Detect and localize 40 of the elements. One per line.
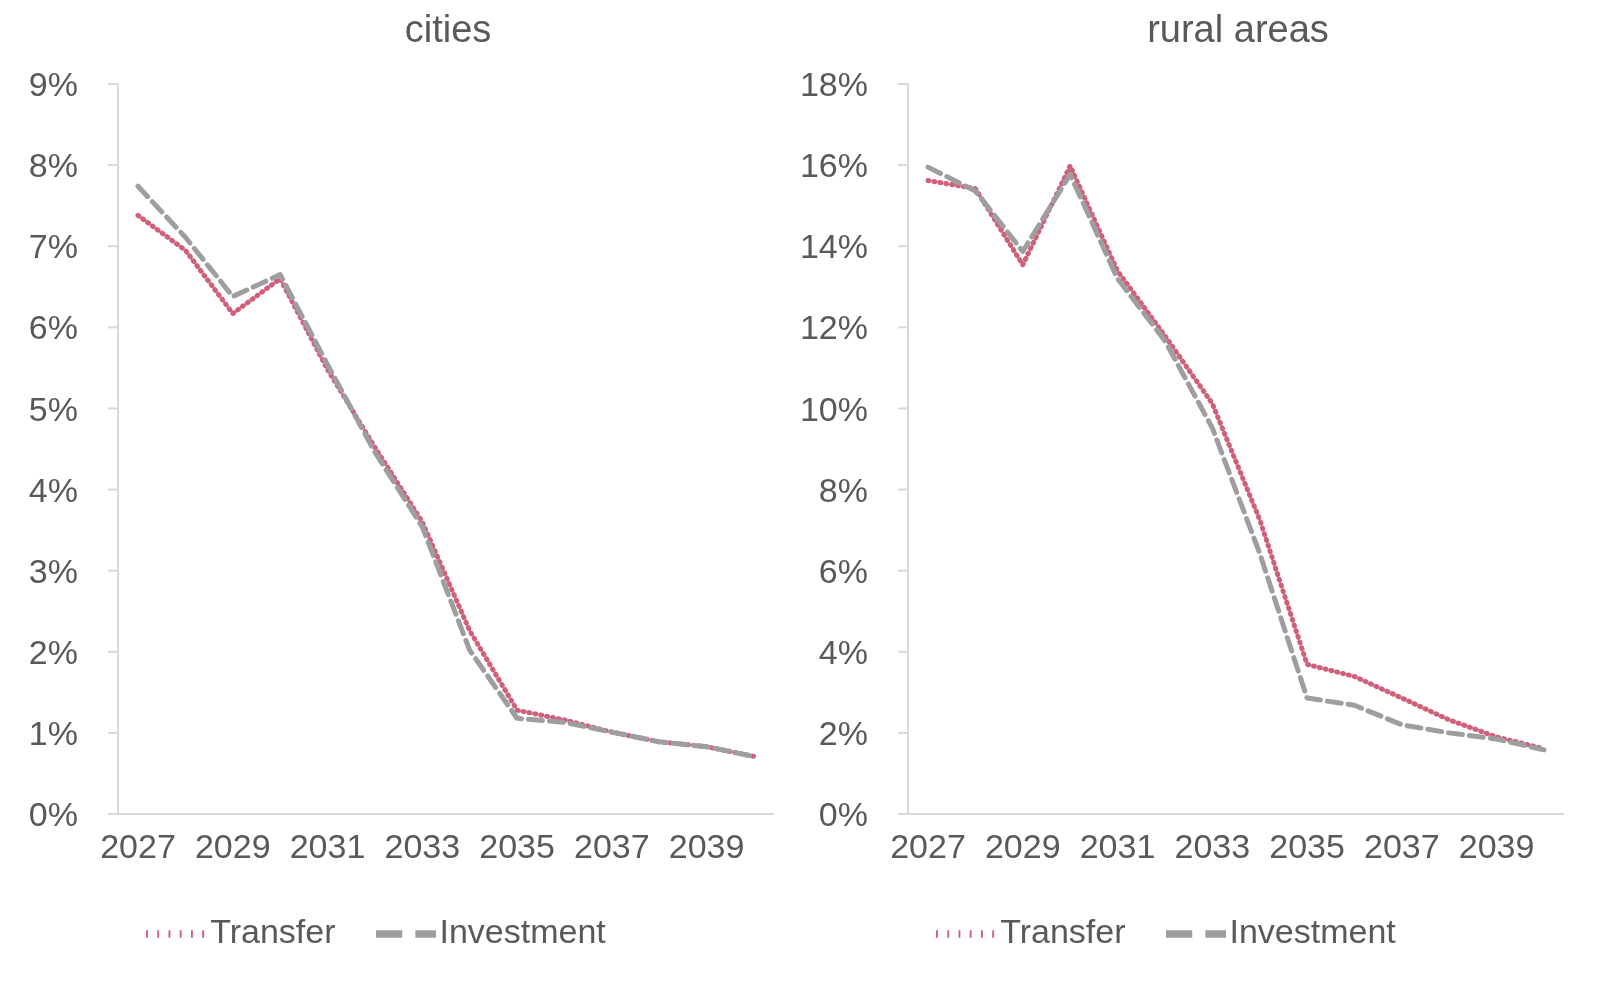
- y-tick-label: 0%: [818, 795, 868, 834]
- legend-label: Transfer: [1000, 911, 1126, 950]
- x-tick-label: 2033: [384, 827, 461, 866]
- y-tick-label: 0%: [28, 795, 78, 834]
- chart-title: rural areas: [1146, 8, 1330, 52]
- y-tick-label: 8%: [818, 470, 868, 509]
- y-tick-label: 6%: [28, 308, 78, 347]
- x-tick-label: 2027: [890, 827, 966, 866]
- y-tick-label: 6%: [818, 551, 868, 590]
- y-tick-label: 8%: [28, 146, 78, 185]
- y-tick-label: 18%: [799, 65, 868, 104]
- y-tick-label: 2%: [28, 632, 78, 671]
- y-tick-label: 1%: [28, 713, 78, 752]
- y-tick-label: 7%: [28, 227, 78, 266]
- y-tick-label: 14%: [799, 227, 868, 266]
- x-tick-label: 2035: [1269, 827, 1345, 866]
- legend-label: Investment: [439, 911, 606, 950]
- y-tick-label: 4%: [818, 632, 868, 671]
- x-tick-label: 2039: [668, 827, 745, 866]
- y-tick-label: 5%: [28, 389, 78, 428]
- legend-label: Investment: [1229, 911, 1396, 950]
- y-tick-label: 3%: [28, 551, 78, 590]
- y-tick-label: 12%: [799, 308, 868, 347]
- x-tick-label: 2029: [984, 827, 1061, 866]
- chart-title: cities: [403, 8, 493, 52]
- y-tick-label: 4%: [28, 470, 78, 509]
- y-tick-label: 2%: [818, 713, 868, 752]
- y-tick-label: 9%: [28, 65, 78, 104]
- x-tick-label: 2035: [479, 827, 555, 866]
- x-tick-label: 2031: [289, 827, 366, 866]
- x-tick-label: 2027: [100, 827, 176, 866]
- x-tick-label: 2039: [1458, 827, 1535, 866]
- x-tick-label: 2037: [574, 827, 650, 866]
- x-tick-label: 2031: [1079, 827, 1156, 866]
- y-tick-label: 16%: [799, 146, 868, 185]
- y-tick-label: 10%: [799, 389, 868, 428]
- x-tick-label: 2037: [1364, 827, 1440, 866]
- legend-label: Transfer: [210, 911, 336, 950]
- x-tick-label: 2033: [1174, 827, 1251, 866]
- x-tick-label: 2029: [194, 827, 271, 866]
